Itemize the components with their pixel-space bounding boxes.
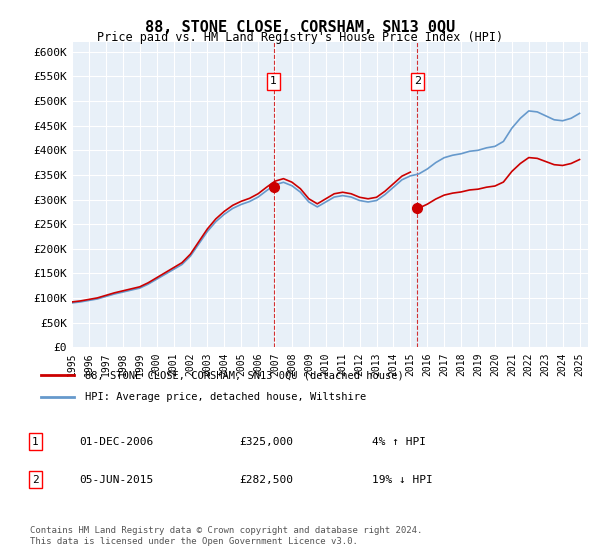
- Text: 88, STONE CLOSE, CORSHAM, SN13 0QU (detached house): 88, STONE CLOSE, CORSHAM, SN13 0QU (deta…: [85, 370, 404, 380]
- Text: 1: 1: [32, 436, 39, 446]
- Text: £282,500: £282,500: [240, 475, 294, 485]
- Text: £325,000: £325,000: [240, 436, 294, 446]
- Text: 01-DEC-2006: 01-DEC-2006: [80, 436, 154, 446]
- Text: 05-JUN-2015: 05-JUN-2015: [80, 475, 154, 485]
- Text: 2: 2: [414, 76, 421, 86]
- Text: HPI: Average price, detached house, Wiltshire: HPI: Average price, detached house, Wilt…: [85, 393, 367, 403]
- Text: 19% ↓ HPI: 19% ↓ HPI: [372, 475, 433, 485]
- Text: 2: 2: [32, 475, 39, 485]
- Text: 88, STONE CLOSE, CORSHAM, SN13 0QU: 88, STONE CLOSE, CORSHAM, SN13 0QU: [145, 20, 455, 35]
- Text: 4% ↑ HPI: 4% ↑ HPI: [372, 436, 426, 446]
- Text: 1: 1: [270, 76, 277, 86]
- Text: Price paid vs. HM Land Registry's House Price Index (HPI): Price paid vs. HM Land Registry's House …: [97, 31, 503, 44]
- Text: Contains HM Land Registry data © Crown copyright and database right 2024.
This d: Contains HM Land Registry data © Crown c…: [30, 526, 422, 546]
